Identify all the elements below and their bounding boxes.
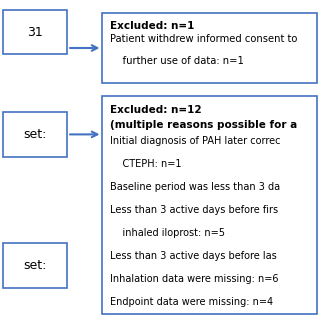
Text: Patient withdrew informed consent to: Patient withdrew informed consent to [110, 34, 298, 44]
Text: set:: set: [23, 128, 47, 141]
Text: Inhalation data were missing: n=6: Inhalation data were missing: n=6 [110, 274, 279, 284]
Text: Excluded: n=12: Excluded: n=12 [110, 105, 202, 115]
Text: Less than 3 active days before las: Less than 3 active days before las [110, 251, 277, 261]
Text: inhaled iloprost: n=5: inhaled iloprost: n=5 [110, 228, 225, 238]
Text: Less than 3 active days before firs: Less than 3 active days before firs [110, 205, 278, 215]
FancyBboxPatch shape [3, 10, 67, 54]
Text: Initial diagnosis of PAH later correc: Initial diagnosis of PAH later correc [110, 136, 281, 146]
Text: (multiple reasons possible for a: (multiple reasons possible for a [110, 120, 298, 130]
Text: Excluded: n=1: Excluded: n=1 [110, 21, 195, 31]
Text: CTEPH: n=1: CTEPH: n=1 [110, 159, 182, 169]
FancyBboxPatch shape [3, 243, 67, 288]
FancyBboxPatch shape [102, 96, 317, 314]
Text: 31: 31 [27, 26, 43, 38]
FancyBboxPatch shape [3, 112, 67, 157]
Text: Endpoint data were missing: n=4: Endpoint data were missing: n=4 [110, 297, 274, 307]
Text: further use of data: n=1: further use of data: n=1 [110, 56, 244, 66]
Text: Baseline period was less than 3 da: Baseline period was less than 3 da [110, 182, 281, 192]
Text: set:: set: [23, 259, 47, 272]
FancyBboxPatch shape [102, 13, 317, 83]
